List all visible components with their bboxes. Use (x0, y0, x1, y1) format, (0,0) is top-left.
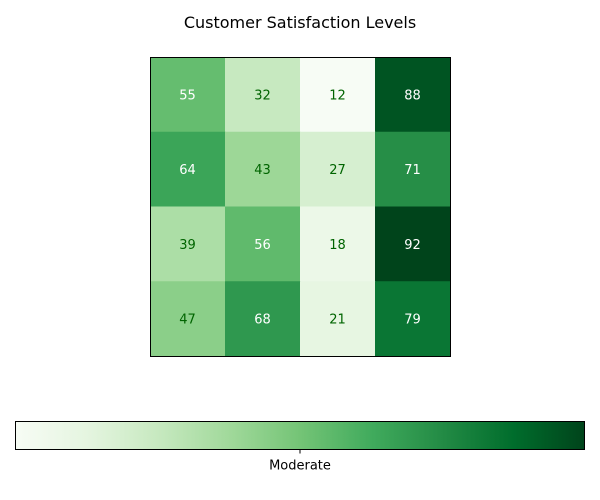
cell-value-label: 43 (254, 163, 271, 178)
heatmap-cell (300, 281, 376, 357)
cell-value-label: 55 (179, 88, 196, 103)
heatmap-cell (150, 206, 226, 282)
heatmap-cell (225, 131, 301, 207)
heatmap-cell (150, 281, 226, 357)
heatmap-frame (150, 57, 451, 357)
cell-value-label: 68 (254, 313, 271, 328)
cell-value-label: 39 (179, 238, 196, 253)
colorbar-ticks: Moderate (269, 449, 331, 474)
chart-title: Customer Satisfaction Levels (184, 13, 416, 32)
heatmap-cell (300, 57, 376, 133)
cell-value-label: 21 (329, 313, 346, 328)
cell-value-label: 32 (254, 88, 271, 103)
colorbar: Moderate (15, 421, 585, 474)
heatmap-cell (150, 57, 226, 133)
cell-value-label: 92 (404, 238, 421, 253)
cell-value-label: 47 (179, 313, 196, 328)
cell-value-label: 56 (254, 238, 271, 253)
heatmap-cell (225, 281, 301, 357)
heatmap-grid: 55 32 12 88 64 43 27 71 39 56 18 92 47 68 21 79 (150, 57, 451, 357)
cell-value-label: 64 (179, 163, 196, 178)
heatmap-cell (225, 206, 301, 282)
colorbar-gradient (15, 421, 585, 450)
heatmap-cell (375, 131, 451, 207)
cell-value-label: 71 (404, 163, 421, 178)
heatmap-cell (150, 131, 226, 207)
heatmap-cell (300, 131, 376, 207)
cell-value-label: 18 (329, 238, 346, 253)
cell-value-label: 88 (404, 88, 421, 103)
colorbar-tick-label: Moderate (269, 459, 331, 474)
cell-value-label: 12 (329, 88, 346, 103)
heatmap-cell (375, 57, 451, 133)
cell-value-label: 27 (329, 163, 346, 178)
heatmap-cell (375, 206, 451, 282)
cell-value-label: 79 (404, 313, 421, 328)
heatmap-cell (375, 281, 451, 357)
heatmap-cell (225, 57, 301, 133)
heatmap-cell (300, 206, 376, 282)
